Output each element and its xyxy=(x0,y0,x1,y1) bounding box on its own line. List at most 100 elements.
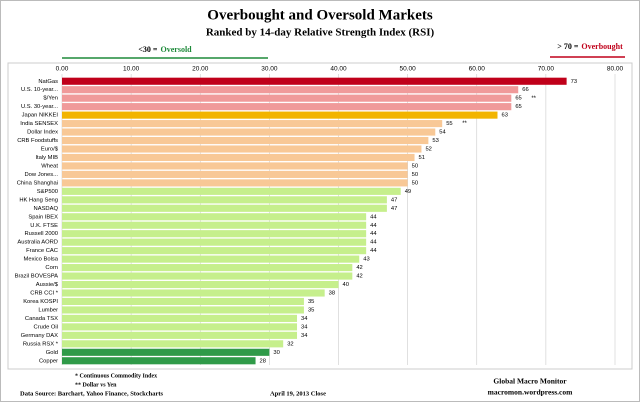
bar xyxy=(62,238,367,246)
chart-subtitle: Ranked by 14-day Relative Strength Index… xyxy=(206,27,435,39)
x-tick-label: 40.00 xyxy=(330,66,347,73)
bar xyxy=(62,230,367,238)
category-label: S&P500 xyxy=(37,189,58,195)
bar xyxy=(62,213,367,221)
category-label: Italy MIB xyxy=(35,155,58,161)
category-label: $/Yen xyxy=(43,96,58,102)
overbought-prefix: > 70 = xyxy=(557,42,579,51)
category-label: U.S. 10-year... xyxy=(21,87,58,93)
category-label: India SENSEX xyxy=(20,121,58,127)
bar xyxy=(62,297,304,306)
bar-note: ** xyxy=(531,96,536,102)
bar xyxy=(62,111,498,119)
chart-title: Overbought and Oversold Markets xyxy=(207,7,433,23)
category-label: Dollar Index xyxy=(27,130,58,136)
bar xyxy=(62,247,367,255)
category-label: CRB Foodstuffs xyxy=(17,138,58,144)
value-label: 44 xyxy=(370,248,377,254)
bar xyxy=(62,272,353,280)
oversold-label: <30 = Oversold xyxy=(138,45,192,54)
value-label: 35 xyxy=(308,299,314,305)
category-label: Korea KOSPI xyxy=(23,299,58,305)
plot-frame xyxy=(7,62,633,370)
website: macromon.wordpress.com xyxy=(488,388,573,397)
category-label: Japan NIKKEI xyxy=(22,113,59,119)
x-tick-label: 20.00 xyxy=(192,66,209,73)
category-label: China Shanghai xyxy=(17,180,58,186)
bar xyxy=(62,331,298,339)
category-label: CRB CCI * xyxy=(30,291,58,297)
value-label: 53 xyxy=(432,138,438,144)
value-label: 34 xyxy=(301,333,308,339)
value-label: 65 xyxy=(515,104,521,110)
category-label: HK Hang Seng xyxy=(19,197,58,203)
oversold-word: Oversold xyxy=(161,45,193,54)
bar xyxy=(62,179,408,187)
bar xyxy=(62,348,270,356)
value-label: 34 xyxy=(301,324,308,330)
value-label: 73 xyxy=(571,79,577,85)
value-label: 42 xyxy=(356,265,362,271)
bar xyxy=(62,145,422,153)
bar xyxy=(62,264,353,272)
value-label: 35 xyxy=(308,307,314,313)
value-label: 50 xyxy=(412,172,418,178)
bar xyxy=(62,357,256,365)
x-tick-label: 70.00 xyxy=(538,66,555,73)
value-label: 55 xyxy=(446,121,452,127)
value-label: 51 xyxy=(419,155,425,161)
value-label: 44 xyxy=(370,214,377,220)
category-label: Germany DAX xyxy=(21,333,59,339)
bar xyxy=(62,323,298,331)
value-label: 44 xyxy=(370,223,377,229)
x-tick-label: 30.00 xyxy=(261,66,278,73)
category-label: Spain IBEX xyxy=(28,214,58,220)
category-label: Dow Jones... xyxy=(24,172,58,178)
category-label: Corn xyxy=(45,265,58,271)
footnote: ** Dollar vs Yen xyxy=(75,382,117,388)
category-label: Lumber xyxy=(38,307,58,313)
value-label: 47 xyxy=(391,197,397,203)
x-tick-label: 50.00 xyxy=(399,66,416,73)
bar xyxy=(62,204,387,212)
category-label: Canada TSX xyxy=(25,316,58,322)
value-label: 43 xyxy=(363,257,369,263)
category-label: U.K. FTSE xyxy=(30,223,58,229)
brand: Global Macro Monitor xyxy=(493,377,567,386)
category-label: Copper xyxy=(39,358,58,364)
value-label: 30 xyxy=(273,350,279,356)
category-label: NASDAQ xyxy=(34,206,59,212)
value-label: 66 xyxy=(522,87,528,93)
category-label: Aussie/$ xyxy=(36,282,59,288)
bar xyxy=(62,120,443,128)
bar xyxy=(62,128,436,136)
value-label: 50 xyxy=(412,180,418,186)
bar xyxy=(62,280,339,289)
bar xyxy=(62,170,408,178)
bar xyxy=(62,314,298,322)
value-label: 49 xyxy=(405,189,411,195)
bar-note: ** xyxy=(462,121,467,127)
category-label: Euro/$ xyxy=(41,147,59,153)
bar xyxy=(62,86,519,94)
x-tick-label: 10.00 xyxy=(123,66,140,73)
value-label: 28 xyxy=(260,358,266,364)
x-tick-label: 0.00 xyxy=(56,66,69,73)
bar xyxy=(62,94,512,102)
category-label: France CAC xyxy=(26,248,58,254)
value-label: 44 xyxy=(370,231,377,237)
bar xyxy=(62,77,567,85)
value-label: 50 xyxy=(412,163,418,169)
value-label: 38 xyxy=(329,291,335,297)
bar xyxy=(62,162,408,170)
bar xyxy=(62,340,284,348)
category-label: Brazil BOVESPA xyxy=(15,274,59,280)
bar xyxy=(62,221,367,229)
value-label: 54 xyxy=(439,130,446,136)
value-label: 63 xyxy=(501,113,507,119)
footnote: * Continuous Commodity Index xyxy=(75,373,157,379)
oversold-prefix: <30 = xyxy=(138,45,158,54)
x-tick-label: 80.00 xyxy=(607,66,624,73)
